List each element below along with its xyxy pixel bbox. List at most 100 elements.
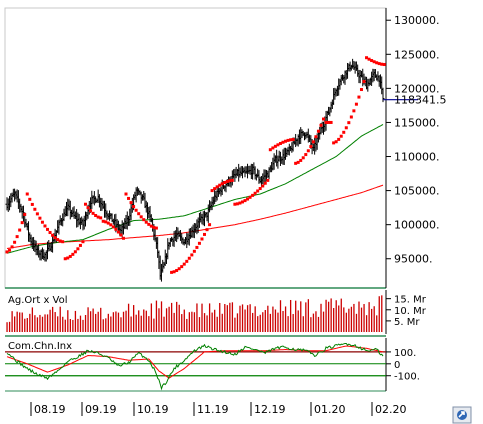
sar-dot xyxy=(213,187,217,191)
sar-dot xyxy=(276,143,280,147)
volume-bar xyxy=(274,309,277,332)
volume-bar xyxy=(155,300,158,332)
sar-dot xyxy=(223,180,227,184)
volume-bar xyxy=(355,313,358,332)
date-tick-label: 08.19 xyxy=(34,403,66,416)
volume-bar xyxy=(198,317,201,332)
volume-bar xyxy=(262,312,264,332)
volume-bar xyxy=(36,317,39,332)
price-axis: 95000. 100000. 105000. 110000. 115000. 120000… xyxy=(383,14,447,266)
price-tick-label: 110000. xyxy=(394,151,440,164)
volume-bar xyxy=(292,314,294,332)
sar-dot xyxy=(139,215,143,219)
volume-bar xyxy=(51,306,54,332)
date-tick-label: 12.19 xyxy=(254,403,286,416)
sar-dot xyxy=(175,268,179,272)
sar-dot xyxy=(324,120,328,124)
sar-dot xyxy=(152,225,156,229)
date-tick-label: 10.19 xyxy=(137,403,169,416)
sar-dot xyxy=(375,61,379,65)
sar-dot xyxy=(256,189,260,193)
volume-bar xyxy=(363,304,365,332)
sar-dot xyxy=(182,262,186,266)
sar-dot xyxy=(106,221,110,225)
sar-dot xyxy=(23,212,27,216)
volume-bar xyxy=(277,312,279,332)
sar-dot xyxy=(380,62,384,66)
volume-bar xyxy=(181,314,183,332)
sar-dot xyxy=(240,200,244,204)
sar-dot xyxy=(342,130,346,134)
volume-bar xyxy=(165,308,168,332)
sar-dot xyxy=(365,56,369,60)
sar-dot xyxy=(187,256,191,260)
volume-bar xyxy=(16,311,18,332)
sar-dot xyxy=(10,245,14,249)
volume-bar xyxy=(160,301,163,332)
volume-bar xyxy=(338,305,340,332)
volume-bar xyxy=(333,308,335,332)
volume-bar xyxy=(381,295,383,332)
sar-dot xyxy=(124,192,128,196)
sar-dot xyxy=(76,247,80,251)
volume-bar xyxy=(87,307,89,332)
sar-dot xyxy=(132,205,136,209)
volume-bar xyxy=(29,313,31,332)
sar-dot xyxy=(96,215,100,219)
sar-dot xyxy=(215,185,219,189)
volume-bar xyxy=(236,313,239,332)
sar-dot xyxy=(83,202,87,206)
sar-dot xyxy=(372,60,376,64)
volume-bar xyxy=(95,313,97,332)
volume-bar xyxy=(21,312,23,332)
sar-dot xyxy=(172,270,176,274)
sar-dot xyxy=(339,134,343,138)
volume-bar xyxy=(153,318,155,332)
sar-dot xyxy=(329,120,333,124)
volume-bar xyxy=(196,303,198,332)
volume-bar xyxy=(358,301,360,332)
sar-dot xyxy=(271,146,275,150)
volume-bar xyxy=(102,319,104,332)
volume-bar xyxy=(122,311,125,332)
volume-bar xyxy=(353,303,355,332)
sar-dot xyxy=(129,201,133,205)
volume-bar xyxy=(59,306,61,332)
sar-dot xyxy=(121,236,125,240)
sar-dot xyxy=(25,192,29,196)
volume-bar xyxy=(216,316,218,332)
corner-scroll-icon[interactable] xyxy=(452,404,472,424)
sar-dot xyxy=(327,120,331,124)
sar-dot xyxy=(195,245,199,249)
sar-dot xyxy=(119,233,123,237)
sar-dot xyxy=(296,160,300,164)
sar-dot xyxy=(104,220,108,224)
sar-dot xyxy=(197,241,201,245)
volume-bar xyxy=(183,309,185,332)
volume-bar xyxy=(279,300,282,332)
volume-bar xyxy=(330,298,332,332)
sar-dot xyxy=(190,253,194,257)
volume-bar xyxy=(92,308,94,332)
sar-dot xyxy=(177,267,181,271)
volume-bar xyxy=(110,316,112,332)
volume-bar xyxy=(188,312,191,332)
sar-dot xyxy=(205,228,209,232)
volume-bar xyxy=(269,313,272,332)
sar-dot xyxy=(248,195,252,199)
volume-bar xyxy=(300,301,302,332)
sar-dot xyxy=(309,145,313,149)
sar-dot xyxy=(101,219,105,223)
volume-bar xyxy=(41,316,44,332)
volume-bar xyxy=(360,307,363,332)
sar-dot xyxy=(28,197,32,201)
volume-bar xyxy=(132,305,135,332)
price-tick-label: 105000. xyxy=(394,185,440,198)
volume-tick-label: 15. Mr xyxy=(394,295,427,306)
sar-dot xyxy=(5,250,9,254)
volume-bar xyxy=(173,312,175,332)
sar-dot xyxy=(337,137,341,141)
sar-dot xyxy=(170,270,174,274)
sar-dot xyxy=(71,252,75,256)
